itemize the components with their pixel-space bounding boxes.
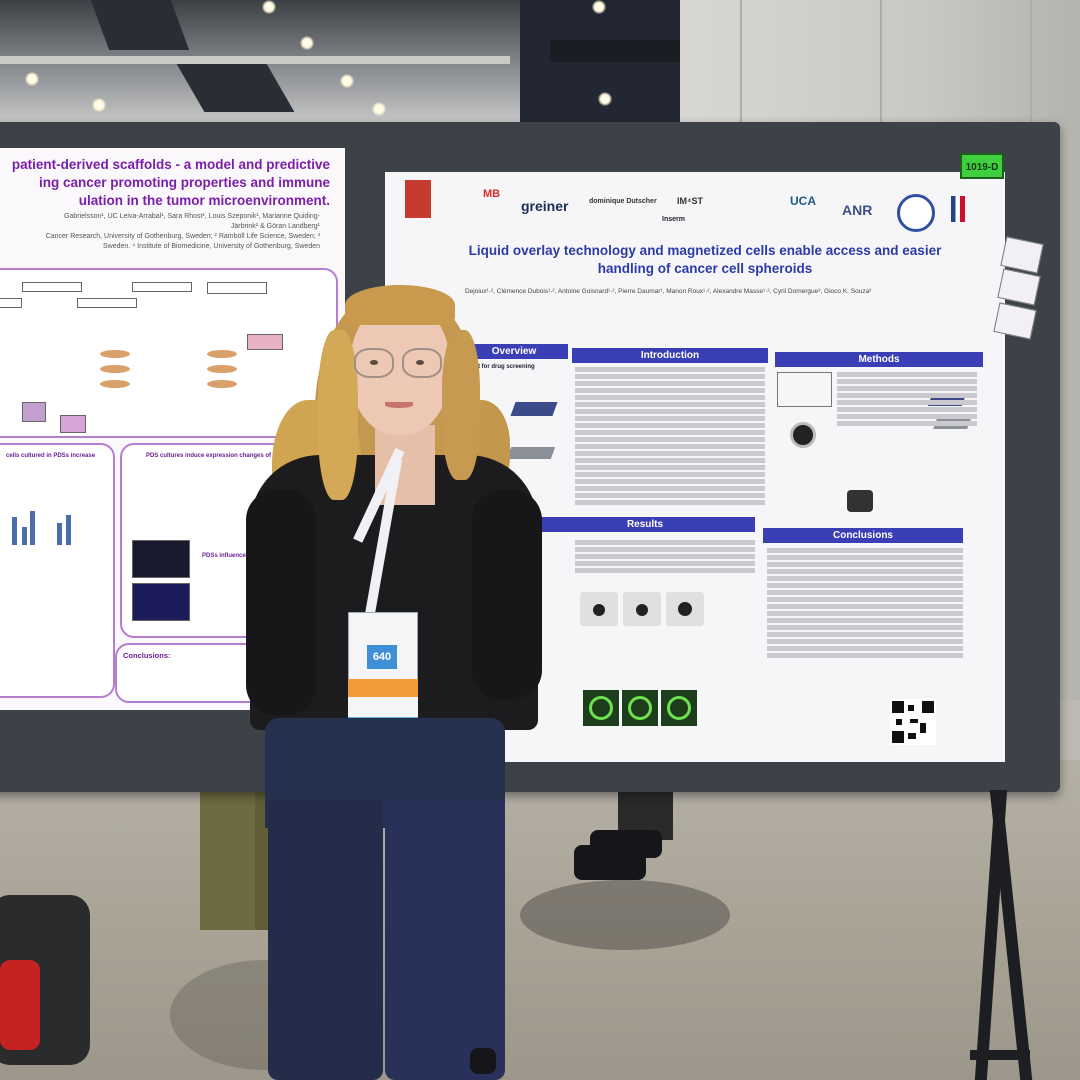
shirt-arm [472,490,542,700]
results-text [575,540,755,585]
wall-seam [880,0,882,140]
left-poster-results-panel: cells cultured in PDSs increase [0,443,115,698]
ceiling-light [340,74,354,88]
logo-dutscher: dominique Dutscher [589,198,657,205]
logo-anr: ANR [842,202,873,218]
badge-ribbon-orange [348,679,418,697]
ceiling-light [262,0,276,14]
chart-bar [66,515,71,545]
tissue-sample [100,350,130,358]
ceiling-light [300,36,314,50]
spheroid-fluorescence [667,696,691,720]
ceiling-light [592,0,606,14]
university-seal-logo [897,194,935,232]
left-poster-authors: Gabrielsson¹, UC Leiva-Arrabal¹, Sara Rh… [45,213,320,250]
glasses-lens [354,348,394,378]
poster-number-tag: 1019-D [960,153,1004,179]
jeans-leg [385,800,505,1080]
hair-side [442,330,480,480]
tissue-sample [100,365,130,373]
right-poster: MB greiner dominique Dutscher IM⁴ST Inse… [385,172,1005,762]
logo-mb: MB [483,188,501,200]
tissue-sample [207,350,237,358]
chart-bar [30,511,35,545]
spheroid [593,604,605,616]
background-person-shoe [590,830,662,858]
section-header-overview: Overview [460,344,568,359]
wall-seam [740,0,742,140]
qr-code [890,699,936,745]
right-poster-authors: Dejoiux¹·², Clémence Dubois¹·², Antoine … [465,288,872,295]
spheroid [636,604,648,616]
shoe [470,1048,496,1074]
fluorescence-image [132,583,190,621]
badge-ribbon-white [348,697,418,717]
glasses-lens [402,348,442,378]
spheroid-fluorescence [589,696,613,720]
methods-diagram-frame [777,372,832,407]
right-poster-title: Liquid overlay technology and magnetized… [468,243,942,276]
flow-box [0,298,22,308]
logo-im4st: IM⁴ST [677,196,703,206]
flow-box [77,298,137,308]
tissue-sample [207,380,237,388]
floor [0,760,1080,1080]
floor-shadow [520,880,730,950]
badge-number: 640 [367,645,397,669]
board-stand-leg [970,1050,1030,1060]
image-thumb [247,334,283,350]
ceiling-light [372,102,386,116]
section-header-methods: Methods [775,352,983,367]
republique-francaise-logo [951,196,965,222]
methods-text [837,372,977,482]
introduction-text [575,367,765,512]
logo-uca: UCA [790,194,816,208]
overview-caption: kit for drug screening [473,364,535,370]
spheroid-well-icon [790,422,816,448]
flow-box [22,282,82,292]
conclusions-text [767,548,963,688]
hair-fringe [345,285,455,325]
sponsor-logo-bar: MB greiner dominique Dutscher IM⁴ST Inse… [385,172,1005,232]
tissue-sample [100,380,130,388]
eye [416,360,424,365]
left-poster-title: patient-derived scaffolds - a model and … [11,157,330,208]
conference-logo [405,180,431,218]
ceiling-beam [0,56,510,64]
shirt-arm [246,490,316,715]
tissue-sample [207,365,237,373]
logo-inserm: Inserm [662,216,685,223]
ceiling-light [92,98,106,112]
section-header-results: Results [535,517,755,532]
ceiling-beam [520,0,680,130]
image-thumb [22,402,46,422]
spheroid-fluorescence [628,696,652,720]
section-header-introduction: Introduction [572,348,768,363]
image-thumb [60,415,86,433]
logo-greiner: greiner [521,198,569,214]
ceiling-beam [550,40,695,62]
spheroid [678,602,692,616]
background-person-leg [200,765,255,930]
flow-box [207,282,267,294]
eye [370,360,378,365]
chart-bar [57,523,62,545]
section-header-conclusions: Conclusions [763,528,963,543]
chart-bar [22,527,27,545]
hair-side [318,330,358,500]
ceiling-light [598,92,612,106]
fluorescence-image [132,540,190,578]
ceiling-light [25,72,39,86]
jeans-leg [268,800,383,1080]
bag-stripe [0,960,40,1050]
flow-box [132,282,192,292]
imaging-device-icon [847,490,873,512]
mouth [385,402,413,408]
chart-bar [12,517,17,545]
